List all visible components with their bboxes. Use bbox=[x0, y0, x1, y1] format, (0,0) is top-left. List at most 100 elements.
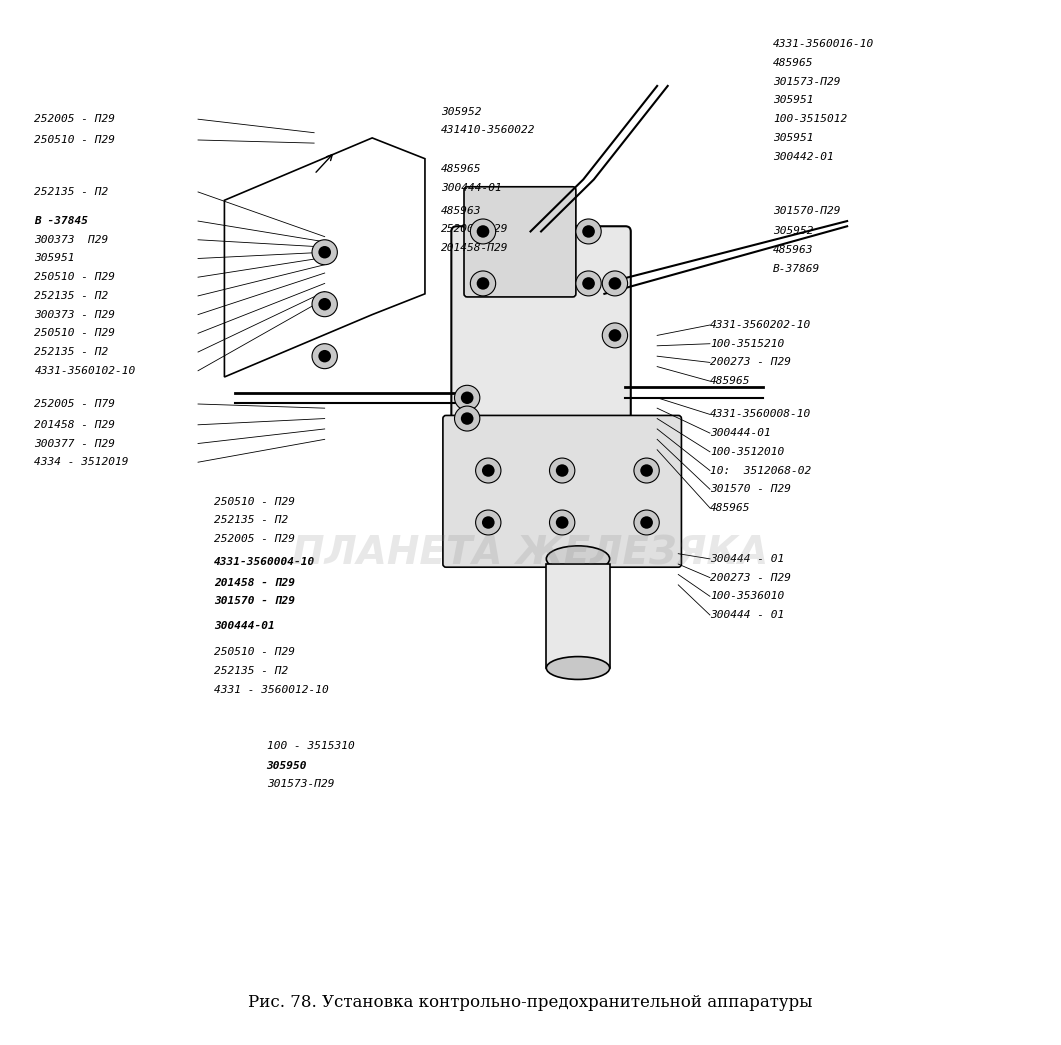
FancyBboxPatch shape bbox=[451, 227, 631, 424]
Circle shape bbox=[603, 323, 628, 348]
Text: 10:  3512068-02: 10: 3512068-02 bbox=[710, 465, 812, 475]
Text: 305952: 305952 bbox=[773, 227, 814, 236]
Circle shape bbox=[312, 292, 337, 317]
Circle shape bbox=[318, 298, 331, 310]
Text: 100-3515012: 100-3515012 bbox=[773, 114, 848, 124]
Text: 252135 - П2: 252135 - П2 bbox=[34, 187, 108, 196]
Circle shape bbox=[476, 277, 489, 289]
Text: 250510 - П29: 250510 - П29 bbox=[214, 648, 295, 657]
Circle shape bbox=[470, 219, 495, 243]
Text: 250510 - П29: 250510 - П29 bbox=[34, 135, 116, 145]
Text: Рис. 78. Установка контрольно-предохранительной аппаратуры: Рис. 78. Установка контрольно-предохрани… bbox=[248, 994, 813, 1012]
Text: 4334 - 3512019: 4334 - 3512019 bbox=[34, 458, 129, 467]
Text: 301573-П29: 301573-П29 bbox=[266, 780, 334, 789]
Circle shape bbox=[318, 350, 331, 363]
Text: 4331 - 3560012-10: 4331 - 3560012-10 bbox=[214, 684, 329, 695]
Circle shape bbox=[460, 413, 473, 424]
Text: 485963: 485963 bbox=[440, 206, 482, 215]
Circle shape bbox=[475, 510, 501, 535]
Text: 201458-П29: 201458-П29 bbox=[440, 243, 508, 253]
Ellipse shape bbox=[546, 656, 610, 679]
Circle shape bbox=[475, 458, 501, 483]
Text: 300444 - 01: 300444 - 01 bbox=[710, 554, 784, 564]
Text: 305950: 305950 bbox=[266, 761, 307, 771]
Text: 485965: 485965 bbox=[773, 59, 814, 68]
Circle shape bbox=[482, 516, 494, 529]
Text: 301573-П29: 301573-П29 bbox=[773, 76, 840, 87]
Text: 300373  П29: 300373 П29 bbox=[34, 235, 108, 245]
Text: 252005 - П79: 252005 - П79 bbox=[34, 399, 116, 409]
Circle shape bbox=[312, 239, 337, 264]
Circle shape bbox=[556, 464, 569, 477]
Text: 305951: 305951 bbox=[773, 95, 814, 106]
Text: 485963: 485963 bbox=[773, 246, 814, 255]
Text: 300444-01: 300444-01 bbox=[710, 428, 770, 438]
Text: 485965: 485965 bbox=[440, 164, 482, 175]
Text: 301570-П29: 301570-П29 bbox=[773, 206, 840, 215]
Text: 100-3515210: 100-3515210 bbox=[710, 339, 784, 349]
Text: 300444-01: 300444-01 bbox=[440, 183, 502, 192]
Circle shape bbox=[603, 271, 628, 296]
Text: 252005 - П29: 252005 - П29 bbox=[214, 534, 295, 544]
Circle shape bbox=[482, 464, 494, 477]
Text: 4331-3560102-10: 4331-3560102-10 bbox=[34, 366, 136, 376]
Circle shape bbox=[476, 226, 489, 237]
Text: 301570 - П29: 301570 - П29 bbox=[214, 597, 295, 606]
Text: 300373 - П29: 300373 - П29 bbox=[34, 309, 116, 320]
Text: 200273 - П29: 200273 - П29 bbox=[710, 357, 790, 368]
Circle shape bbox=[582, 226, 595, 237]
Text: 305952: 305952 bbox=[440, 107, 482, 117]
Text: 4331-3560016-10: 4331-3560016-10 bbox=[773, 40, 874, 49]
Text: 252005 - П29: 252005 - П29 bbox=[34, 114, 116, 124]
Text: 100-3512010: 100-3512010 bbox=[710, 447, 784, 457]
Text: 100-3536010: 100-3536010 bbox=[710, 591, 784, 601]
Circle shape bbox=[470, 271, 495, 296]
Text: 200273 - П29: 200273 - П29 bbox=[710, 573, 790, 583]
Circle shape bbox=[556, 516, 569, 529]
Text: 250510 - П29: 250510 - П29 bbox=[34, 272, 116, 282]
Circle shape bbox=[633, 510, 659, 535]
Text: 485965: 485965 bbox=[710, 376, 750, 387]
Text: В -37845: В -37845 bbox=[34, 216, 88, 226]
FancyBboxPatch shape bbox=[442, 416, 681, 567]
Text: 252135 - П2: 252135 - П2 bbox=[214, 515, 289, 526]
Text: 4331-3560004-10: 4331-3560004-10 bbox=[214, 557, 315, 567]
FancyBboxPatch shape bbox=[546, 564, 610, 668]
Circle shape bbox=[550, 458, 575, 483]
Text: 252005-П29: 252005-П29 bbox=[440, 225, 508, 234]
Circle shape bbox=[460, 392, 473, 404]
Circle shape bbox=[640, 516, 653, 529]
Text: 305951: 305951 bbox=[34, 254, 75, 263]
Text: 252135 - П2: 252135 - П2 bbox=[214, 666, 289, 676]
Circle shape bbox=[576, 271, 602, 296]
Text: 305951: 305951 bbox=[773, 133, 814, 143]
Text: 300444 - 01: 300444 - 01 bbox=[710, 610, 784, 620]
Text: 100 - 3515310: 100 - 3515310 bbox=[266, 741, 354, 751]
Text: 301570 - П29: 301570 - П29 bbox=[710, 484, 790, 494]
Text: 250510 - П29: 250510 - П29 bbox=[34, 328, 116, 339]
Circle shape bbox=[582, 277, 595, 289]
Text: 250510 - П29: 250510 - П29 bbox=[214, 496, 295, 507]
Circle shape bbox=[318, 246, 331, 258]
Text: 201458 - П29: 201458 - П29 bbox=[34, 420, 116, 429]
Circle shape bbox=[609, 277, 622, 289]
Circle shape bbox=[640, 464, 653, 477]
Circle shape bbox=[312, 344, 337, 369]
Text: 300442-01: 300442-01 bbox=[773, 152, 834, 162]
Text: 201458 - П29: 201458 - П29 bbox=[214, 578, 295, 587]
Text: В-37869: В-37869 bbox=[773, 264, 820, 274]
Circle shape bbox=[576, 219, 602, 243]
Text: 4331-3560008-10: 4331-3560008-10 bbox=[710, 410, 812, 419]
Text: 252135 - П2: 252135 - П2 bbox=[34, 347, 108, 357]
Text: 300377 - П29: 300377 - П29 bbox=[34, 439, 116, 448]
Ellipse shape bbox=[546, 545, 610, 572]
Text: 431410-3560022: 431410-3560022 bbox=[440, 124, 536, 135]
Circle shape bbox=[454, 407, 480, 431]
Circle shape bbox=[609, 329, 622, 342]
Text: 300444-01: 300444-01 bbox=[214, 622, 275, 631]
Circle shape bbox=[550, 510, 575, 535]
Circle shape bbox=[454, 386, 480, 411]
Text: 252135 - П2: 252135 - П2 bbox=[34, 291, 108, 301]
Circle shape bbox=[633, 458, 659, 483]
Text: ПЛАНЕТА ЖЕЛЕЗЯКА: ПЛАНЕТА ЖЕЛЕЗЯКА bbox=[293, 535, 768, 573]
